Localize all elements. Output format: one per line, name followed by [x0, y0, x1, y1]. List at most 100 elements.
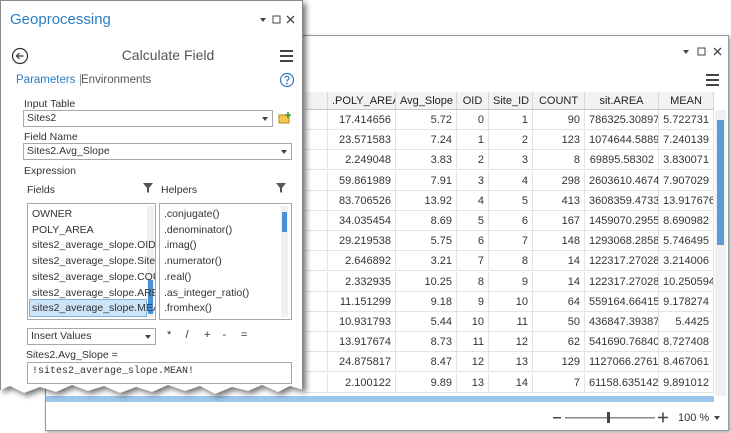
table-cell[interactable]: 3 — [489, 150, 533, 171]
column-header[interactable]: sit.AREA — [585, 92, 659, 110]
table-cell[interactable]: 10.931793 — [328, 312, 396, 332]
table-cell[interactable]: 90 — [533, 110, 585, 130]
field-item[interactable]: sites2_average_slope.MEAN — [29, 299, 156, 318]
operator-button[interactable]: + — [204, 329, 211, 341]
table-cell[interactable]: 2.646892 — [328, 251, 396, 272]
column-header[interactable]: .POLY_AREA — [328, 92, 396, 110]
horizontal-scrollbar[interactable] — [46, 396, 714, 402]
row-blank[interactable] — [305, 312, 328, 332]
table-cell[interactable]: 64 — [533, 291, 585, 312]
table-cell[interactable]: 29.219538 — [328, 231, 396, 252]
table-cell[interactable]: 786325.30897 — [585, 110, 659, 130]
table-cell[interactable]: 5.746495 — [659, 231, 714, 252]
table-cell[interactable]: 7.907029 — [659, 170, 714, 191]
maximize-button[interactable] — [697, 47, 706, 56]
table-cell[interactable]: 7 — [533, 372, 585, 393]
fields-scrollbar[interactable] — [147, 206, 154, 317]
table-cell[interactable]: 83.706526 — [328, 190, 396, 211]
parameters-tab[interactable]: Parameters — [16, 74, 82, 86]
table-cell[interactable]: 9 — [457, 291, 489, 312]
table-cell[interactable]: 8.690982 — [659, 211, 714, 231]
table-cell[interactable]: 129 — [533, 352, 585, 373]
operator-button[interactable]: / — [185, 329, 189, 341]
scroll-thumb[interactable] — [717, 120, 724, 245]
operator-button[interactable]: - — [222, 329, 227, 341]
table-cell[interactable]: 7.240139 — [659, 130, 714, 151]
table-cell[interactable]: 2.100122 — [328, 372, 396, 393]
help-button[interactable] — [279, 72, 295, 88]
table-cell[interactable]: 10.250594 — [659, 271, 714, 292]
zoom-dropdown[interactable] — [713, 414, 723, 422]
table-cell[interactable]: 7.24 — [396, 130, 457, 151]
table-cell[interactable]: 8.727408 — [659, 332, 714, 353]
helpers-filter[interactable] — [275, 182, 287, 194]
field-item[interactable]: sites2_average_slope.Site_ID — [32, 255, 155, 268]
row-blank[interactable] — [305, 372, 328, 393]
row-blank[interactable] — [305, 291, 328, 312]
table-cell[interactable]: 13 — [489, 352, 533, 373]
table-cell[interactable]: 9 — [489, 271, 533, 292]
table-cell[interactable]: 11.151299 — [328, 291, 396, 312]
table-cell[interactable]: 122317.270284 — [585, 251, 659, 272]
helper-item[interactable]: .fromhex() — [164, 302, 212, 315]
column-header[interactable]: OID — [457, 92, 489, 110]
close-button[interactable] — [286, 15, 295, 24]
table-cell[interactable]: 11 — [489, 312, 533, 332]
column-header[interactable]: Avg_Slope — [396, 92, 457, 110]
table-cell[interactable]: 4 — [457, 190, 489, 211]
pin-button[interactable] — [683, 50, 689, 54]
expression-box[interactable]: !sites2_average_slope.MEAN! — [27, 362, 292, 384]
table-cell[interactable]: 2603610.46748 — [585, 170, 659, 191]
table-cell[interactable]: 9.178274 — [659, 291, 714, 312]
scroll-thumb[interactable] — [148, 280, 153, 314]
column-header[interactable]: MEAN — [659, 92, 714, 110]
table-cell[interactable]: 8.69 — [396, 211, 457, 231]
row-blank[interactable] — [305, 150, 328, 171]
table-cell[interactable]: 12 — [489, 332, 533, 353]
table-cell[interactable]: 5.722731 — [659, 110, 714, 130]
helper-item[interactable]: .conjugate() — [164, 208, 220, 220]
row-blank[interactable] — [305, 352, 328, 373]
row-blank[interactable] — [305, 110, 328, 130]
table-cell[interactable]: 11 — [457, 332, 489, 353]
vertical-scrollbar[interactable] — [715, 110, 726, 396]
table-cell[interactable]: 9.89 — [396, 372, 457, 393]
row-blank[interactable] — [305, 190, 328, 211]
row-blank[interactable] — [305, 211, 328, 231]
table-cell[interactable]: 1074644.58893 — [585, 130, 659, 151]
table-cell[interactable]: 5.75 — [396, 231, 457, 252]
browse-button[interactable] — [278, 111, 292, 125]
back-button[interactable] — [11, 47, 29, 65]
table-cell[interactable]: 2 — [489, 130, 533, 151]
table-cell[interactable]: 9.891012 — [659, 372, 714, 393]
field-name-combo[interactable]: Sites2.Avg_Slope — [23, 143, 292, 160]
row-blank[interactable] — [305, 271, 328, 292]
table-cell[interactable]: 8.73 — [396, 332, 457, 353]
operator-button[interactable]: * — [167, 329, 172, 341]
helpers-scrollbar[interactable] — [281, 206, 288, 317]
table-cell[interactable]: 2 — [457, 150, 489, 171]
column-header[interactable]: Site_ID — [489, 92, 533, 110]
column-header[interactable]: COUNT — [533, 92, 585, 110]
input-table-combo[interactable]: Sites2 — [23, 110, 273, 127]
table-cell[interactable]: 1 — [489, 110, 533, 130]
field-item[interactable]: sites2_average_slope.AREA — [32, 286, 156, 299]
table-cell[interactable]: 17.414656 — [328, 110, 396, 130]
row-blank[interactable] — [305, 231, 328, 252]
table-menu[interactable] — [706, 74, 720, 86]
field-item[interactable]: OWNER — [32, 208, 73, 220]
pin-button[interactable] — [260, 18, 266, 22]
table-cell[interactable]: 559164.664156 — [585, 291, 659, 312]
table-cell[interactable]: 1127066.27619 — [585, 352, 659, 373]
table-cell[interactable]: 3.21 — [396, 251, 457, 272]
table-cell[interactable]: 3.83 — [396, 150, 457, 171]
table-cell[interactable]: 413 — [533, 190, 585, 211]
table-cell[interactable]: 4 — [489, 170, 533, 191]
table-cell[interactable]: 5 — [457, 211, 489, 231]
table-cell[interactable]: 10 — [457, 312, 489, 332]
helper-item[interactable]: .numerator() — [164, 255, 222, 268]
table-cell[interactable]: 8 — [533, 150, 585, 171]
table-cell[interactable]: 123 — [533, 130, 585, 151]
helper-item[interactable]: .real() — [164, 270, 192, 283]
table-cell[interactable]: 14 — [533, 271, 585, 292]
